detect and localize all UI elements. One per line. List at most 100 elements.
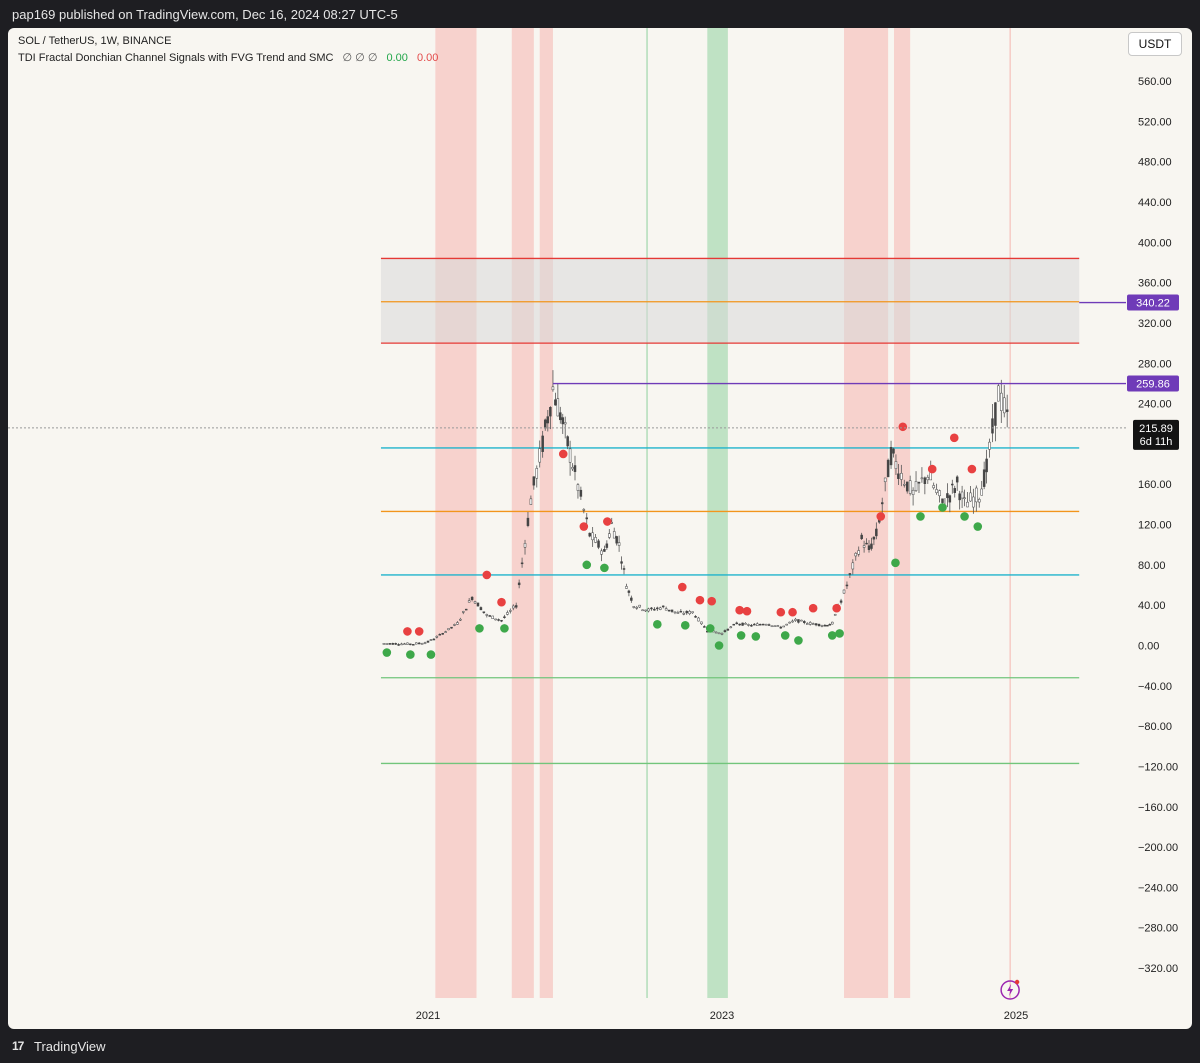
candle-body xyxy=(955,476,959,483)
candle-body xyxy=(423,642,427,644)
candle-body xyxy=(826,624,829,627)
candle-body xyxy=(529,498,533,505)
candle-body xyxy=(854,553,858,557)
candle-body xyxy=(509,610,512,612)
candle-body xyxy=(571,467,574,470)
candle-body xyxy=(685,610,688,614)
candle-body xyxy=(694,616,697,618)
candle-body xyxy=(664,608,668,611)
vertical-zone xyxy=(435,28,477,998)
candle-body xyxy=(523,543,527,548)
signal-red-dot xyxy=(414,627,424,636)
indicator-name: TDI Fractal Donchian Channel Signals wit… xyxy=(18,52,334,64)
signal-red-dot xyxy=(742,606,752,616)
candle-body xyxy=(630,597,633,601)
indicator-value-green: 0.00 xyxy=(386,52,408,64)
signal-green-dot xyxy=(973,522,983,531)
price-tick-label: −120.00 xyxy=(1138,761,1178,773)
candle-body xyxy=(397,644,400,646)
chart-canvas[interactable]: 560.00 520.00 480.00 440.00 400.00 360.00 320.… xyxy=(8,28,1192,1029)
candle-body xyxy=(851,562,855,570)
signal-green-dot xyxy=(916,512,925,521)
price-tick-label: −240.00 xyxy=(1138,882,1178,894)
price-series xyxy=(382,370,1009,646)
signal-green-dot xyxy=(500,624,509,633)
candle-body xyxy=(543,419,547,429)
candle-body xyxy=(585,517,589,520)
candle-body xyxy=(1002,397,1006,414)
signal-red-dot xyxy=(695,595,705,605)
signal-red-dot xyxy=(603,517,612,526)
candle-body xyxy=(622,568,626,570)
candle-body xyxy=(839,600,843,603)
candle-body xyxy=(892,448,895,454)
signal-green-dot xyxy=(714,641,724,650)
chart-panel[interactable]: 560.00 520.00 480.00 440.00 400.00 360.00 320.… xyxy=(8,28,1192,1029)
candle-body xyxy=(456,622,459,625)
current-price-label: 215.89 xyxy=(1139,423,1173,435)
symbol-legend[interactable]: SOL / TetherUS, 1W, BINANCE xyxy=(18,35,171,47)
candle-body xyxy=(703,626,706,628)
candle-body xyxy=(620,561,623,564)
signal-red-dot xyxy=(558,449,568,459)
signal-green-dot xyxy=(680,621,690,630)
candle-body xyxy=(682,613,686,615)
candle-body xyxy=(582,509,586,511)
candle-body xyxy=(758,623,762,626)
signal-green-dot xyxy=(582,560,592,570)
price-tick-label: 80.00 xyxy=(1138,560,1166,572)
candle-body xyxy=(953,488,956,493)
candle-body xyxy=(738,623,741,626)
candle-body xyxy=(447,628,450,631)
signal-green-dot xyxy=(794,636,803,645)
price-tick-label: −200.00 xyxy=(1138,842,1178,854)
signal-red-dot xyxy=(808,603,818,613)
candle-body xyxy=(1005,409,1009,412)
candle-body xyxy=(520,562,524,565)
candle-body xyxy=(576,484,580,491)
candle-body xyxy=(845,584,849,587)
candle-body xyxy=(978,499,981,503)
candle-body xyxy=(391,643,394,645)
candle-body xyxy=(860,534,863,540)
flash-icon[interactable] xyxy=(1000,979,1020,1000)
publisher-bar: pap169 published on TradingView.com, Dec… xyxy=(0,0,1200,28)
candle-body xyxy=(512,605,515,609)
candle-body xyxy=(735,622,738,625)
signal-red-dot xyxy=(832,603,841,613)
time-tick-label: 2023 xyxy=(710,1010,734,1022)
indicator-legend[interactable]: TDI Fractal Donchian Channel Signals wit… xyxy=(18,51,438,64)
candle-body xyxy=(941,498,944,503)
price-tick-label: 160.00 xyxy=(1138,479,1172,491)
vertical-zone xyxy=(511,28,534,998)
signal-green-dot xyxy=(960,512,969,521)
candle-body xyxy=(828,624,832,626)
price-tick-label: 520.00 xyxy=(1138,116,1172,128)
candle-body xyxy=(541,435,544,452)
price-tick-label: 320.00 xyxy=(1138,318,1172,330)
candle-body xyxy=(464,608,468,611)
candle-body xyxy=(385,643,389,645)
candle-body xyxy=(615,536,618,544)
candle-body xyxy=(938,490,941,497)
candle-body xyxy=(506,612,509,615)
candle-body xyxy=(886,459,890,478)
candle-body xyxy=(806,623,809,625)
flash-bolt xyxy=(1007,984,1014,996)
candle-body xyxy=(958,493,961,501)
candle-body xyxy=(554,399,557,406)
currency-button[interactable]: USDT xyxy=(1128,32,1182,56)
candle-body xyxy=(862,545,866,548)
time-tick-label: 2025 xyxy=(1004,1010,1028,1022)
candle-body xyxy=(563,422,567,425)
candle-body xyxy=(659,607,662,610)
candle-body xyxy=(612,531,616,539)
signal-red-dot xyxy=(788,607,797,617)
candle-body xyxy=(817,623,821,627)
candle-body xyxy=(935,489,938,493)
candle-body xyxy=(676,612,680,614)
candle-body xyxy=(617,542,621,546)
signal-green-dot xyxy=(835,629,844,638)
candle-body xyxy=(803,621,806,623)
